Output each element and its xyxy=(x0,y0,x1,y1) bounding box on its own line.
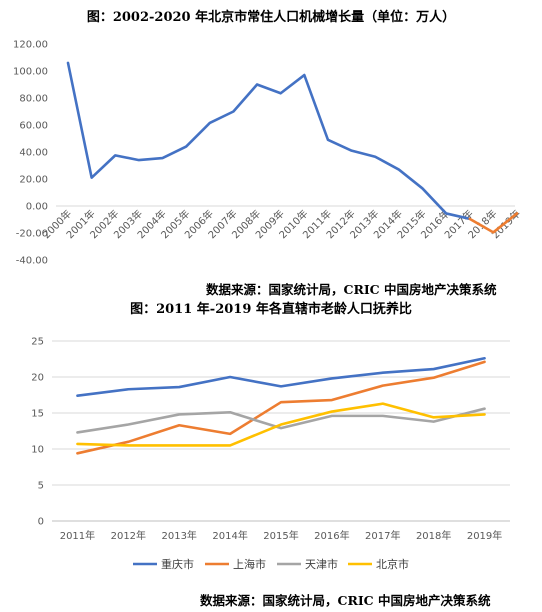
chart2-ytick-label: 20 xyxy=(31,373,44,384)
chart1-series-line xyxy=(66,61,472,221)
chart2-xtick-label: 2011年 xyxy=(60,529,95,542)
chart2-ytick-label: 5 xyxy=(38,481,44,492)
chart2-legend-label: 北京市 xyxy=(376,557,409,571)
chart2-xtick-label: 2013年 xyxy=(161,529,196,542)
chart2-xtick-label: 2015年 xyxy=(263,529,298,542)
chart2-legend-label: 上海市 xyxy=(233,557,266,571)
chart1-ytick-label: 0.00 xyxy=(26,202,48,213)
chart2-xtick-label: 2018年 xyxy=(416,529,451,542)
chart2-ytick-label: 15 xyxy=(31,409,44,420)
chart2-source: 数据来源：国家统计局，CRIC 中国房地产决策系统 xyxy=(200,593,491,608)
chart1-plot: -40.00 -20.00 0.00 20.00 40.00 60.00 80.00 100.… xyxy=(13,40,523,267)
chart2-series-line-2 xyxy=(76,360,486,455)
chart2-ytick-label: 0 xyxy=(38,517,44,528)
chart1-ytick-label: 40.00 xyxy=(19,148,48,159)
chart1-ytick-label: -20.00 xyxy=(16,229,48,240)
chart2-series-line-1 xyxy=(76,356,486,398)
chart2-legend-label: 天津市 xyxy=(305,557,338,571)
chart1-ytick-label: 100.00 xyxy=(13,67,48,78)
chart1-ytick-label: 60.00 xyxy=(19,121,48,132)
chart2-xtick-label: 2016年 xyxy=(314,529,349,542)
chart2-legend-label: 重庆市 xyxy=(161,557,194,571)
chart2-xtick-label: 2017年 xyxy=(365,529,400,542)
chart2-xtick-label: 2019年 xyxy=(467,529,502,542)
chart1-title: 图：2002-2020 年北京市常住人口机械增长量（单位：万人） xyxy=(86,10,456,25)
chart2-xtick-label: 2012年 xyxy=(111,529,146,542)
chart1-ytick-label: -40.00 xyxy=(16,256,48,267)
chart2-series-line-3 xyxy=(76,407,486,434)
chart2-ytick-label: 10 xyxy=(31,445,44,456)
chart1-ytick-label: 80.00 xyxy=(19,94,48,105)
chart1-ytick-label: 120.00 xyxy=(13,40,48,51)
chart2-series-line-4 xyxy=(76,402,486,447)
chart2-xtick-label: 2014年 xyxy=(212,529,247,542)
chart2-ytick-label: 25 xyxy=(31,337,44,348)
chart1-series-line xyxy=(468,212,519,234)
chart2-plot: 0 5 10 15 20 25 2011年 2012年 2013年 2014年 2015年 2016年… xyxy=(31,337,510,571)
chart1-source: 数据来源：国家统计局，CRIC 中国房地产决策系统 xyxy=(206,282,497,297)
chart2-title: 图：2011 年-2019 年各直辖市老龄人口抚养比 xyxy=(130,302,412,317)
chart1-ytick-label: 20.00 xyxy=(19,175,48,186)
